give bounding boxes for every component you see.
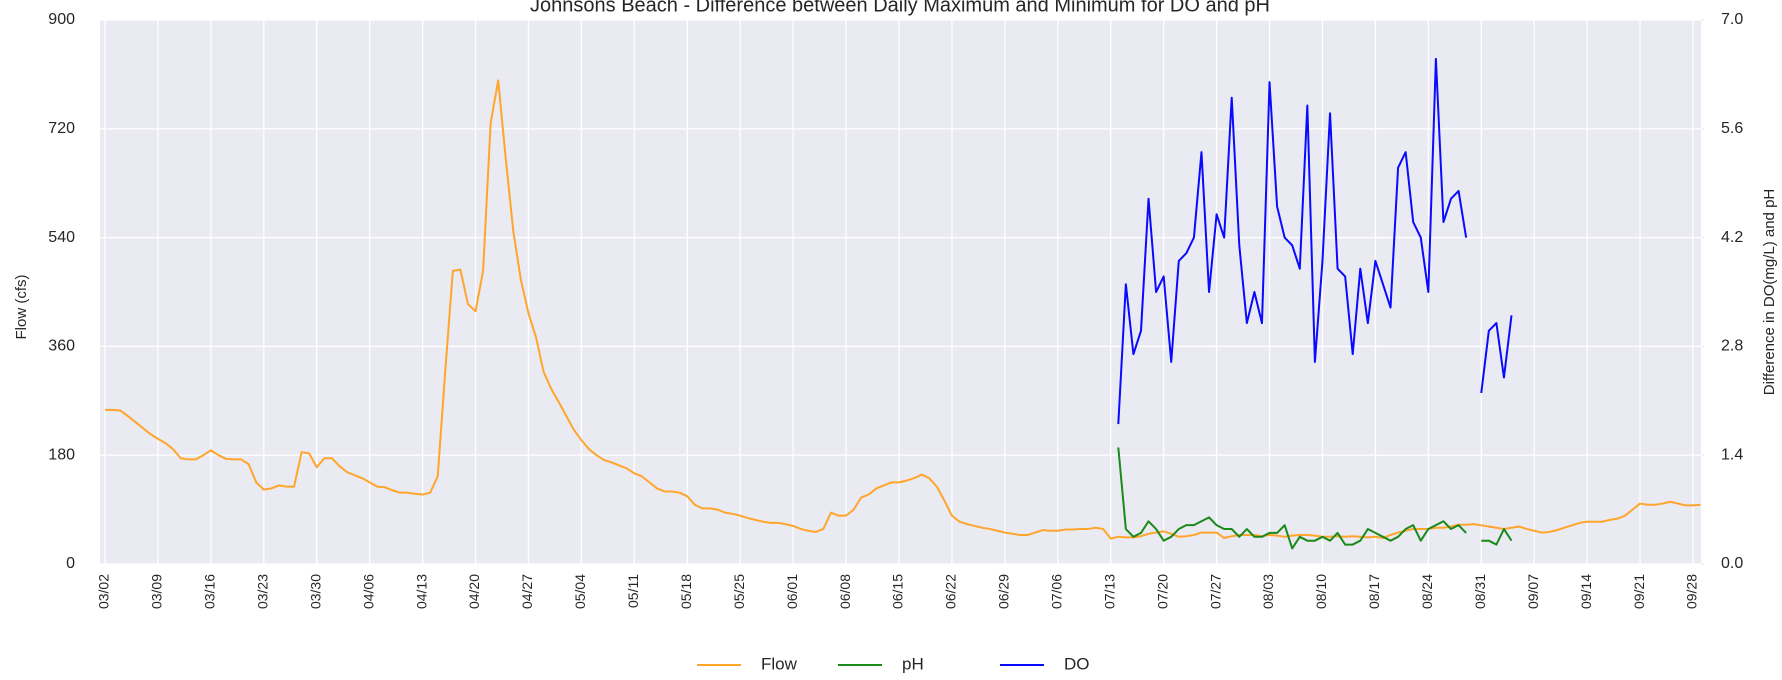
x-tick-label: 03/23: [255, 574, 271, 609]
y-axis-label: Flow (cfs): [13, 275, 30, 340]
y2-tick-label: 5.6: [1721, 120, 1743, 137]
x-tick-label: 05/25: [731, 574, 747, 609]
x-tick-label: 08/24: [1419, 574, 1435, 609]
x-tick-label: 04/13: [413, 574, 429, 609]
x-tick-label: 06/15: [890, 574, 906, 609]
x-tick-label: 08/10: [1313, 574, 1329, 609]
y2-tick-label: 2.8: [1721, 338, 1743, 355]
y2-axis-label: Difference in DO(mg/L) and pH: [1761, 189, 1778, 395]
x-tick-label: 03/09: [149, 574, 165, 609]
x-tick-label: 03/30: [307, 574, 323, 609]
series-line: [1117, 57, 1513, 425]
y2-tick-label: 0.0: [1721, 555, 1743, 572]
x-tick-label: 07/20: [1154, 574, 1170, 609]
y-tick-label: 540: [48, 229, 75, 246]
x-tick-label: 07/06: [1049, 574, 1065, 609]
y-tick-label: 720: [48, 120, 75, 137]
x-tick-label: 06/29: [996, 574, 1012, 609]
x-tick-label: 05/11: [625, 574, 641, 608]
legend-label: DO: [1064, 654, 1090, 673]
y2-tick-label: 7.0: [1721, 11, 1743, 28]
x-tick-label: 07/13: [1101, 574, 1117, 609]
y-tick-label: 180: [48, 446, 75, 463]
y-tick-label: 0: [66, 555, 75, 572]
y2-tick-label: 4.2: [1721, 229, 1743, 246]
x-tick-label: 09/14: [1578, 574, 1594, 609]
x-tick-label: 03/16: [202, 574, 218, 609]
x-tick-label: 08/31: [1472, 574, 1488, 609]
x-tick-label: 07/27: [1207, 574, 1223, 609]
legend-label: pH: [902, 654, 924, 673]
x-tick-label: 06/01: [784, 574, 800, 609]
legend-label: Flow: [761, 654, 798, 673]
x-tick-label: 05/04: [572, 574, 588, 609]
chart-title: Johnsons Beach - Difference between Dail…: [530, 0, 1270, 16]
y2-tick-label: 1.4: [1721, 446, 1743, 463]
x-tick-label: 06/08: [837, 574, 853, 609]
series-line: [1117, 447, 1513, 550]
y-tick-label: 900: [48, 11, 75, 28]
y-tick-label: 360: [48, 338, 75, 355]
x-tick-label: 05/18: [678, 574, 694, 609]
x-tick-label: 04/20: [466, 574, 482, 609]
x-tick-label: 08/17: [1366, 574, 1382, 609]
x-tick-label: 08/03: [1260, 574, 1276, 609]
x-tick-label: 09/28: [1684, 574, 1700, 609]
x-tick-label: 09/07: [1525, 574, 1541, 609]
x-tick-label: 06/22: [943, 574, 959, 609]
x-tick-label: 04/27: [519, 574, 535, 609]
x-tick-label: 09/21: [1631, 574, 1647, 609]
series-line: [105, 79, 1701, 540]
x-tick-label: 03/02: [96, 574, 112, 609]
x-tick-label: 04/06: [360, 574, 376, 609]
